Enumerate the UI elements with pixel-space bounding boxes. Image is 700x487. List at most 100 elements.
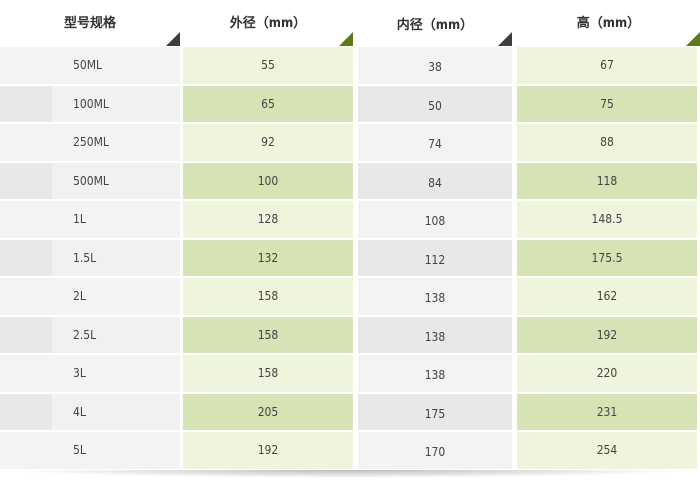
cell-outer-diameter: 192 <box>183 432 353 469</box>
header-label: 高（mm） <box>576 16 641 31</box>
cell-outer-diameter: 55 <box>183 47 353 84</box>
table-row: 250ML 92 74 88 <box>0 124 700 163</box>
cell-height: 162 <box>517 278 697 315</box>
cell-text: 3L <box>73 366 86 380</box>
cell-text: 55 <box>261 58 275 72</box>
header-label: 内径（mm） <box>396 18 474 33</box>
cell-text: 112 <box>424 252 446 267</box>
cell-text: 38 <box>428 60 442 74</box>
cell-inner-diameter: 74 <box>358 124 512 161</box>
cell-text: 67 <box>600 58 614 72</box>
cell-model: 4L <box>0 393 180 430</box>
cell-outer-diameter: 128 <box>183 201 353 238</box>
cell-text: 205 <box>257 404 279 419</box>
cell-outer-diameter: 205 <box>183 393 353 430</box>
cell-model: 2L <box>0 278 180 315</box>
cell-height: 75 <box>517 85 697 122</box>
table-row: 1L 128 108 148.5 <box>0 201 700 240</box>
cell-text: 132 <box>257 250 279 265</box>
cell-text: 108 <box>424 214 446 228</box>
table-row: 2.5L 158 138 192 <box>0 316 700 356</box>
table-row: 50ML 55 38 67 <box>0 47 700 86</box>
cell-text: 138 <box>424 368 446 382</box>
table-row: 5L 192 170 254 <box>0 432 700 471</box>
cell-text: 128 <box>257 212 279 226</box>
cell-text: 175 <box>424 406 446 421</box>
cell-text: 162 <box>596 289 618 303</box>
cell-text: 50ML <box>73 58 103 72</box>
corner-triangle-icon <box>339 32 353 46</box>
cell-text: 138 <box>424 291 446 305</box>
cell-model: 5L <box>0 432 180 469</box>
header-label: 型号规格 <box>63 16 116 31</box>
cell-text: 192 <box>257 443 279 457</box>
cell-height: 88 <box>517 124 697 161</box>
cell-inner-diameter: 138 <box>358 278 512 315</box>
cell-text: 65 <box>261 96 275 111</box>
corner-triangle-icon <box>686 32 700 46</box>
table-row: 500ML 100 84 118 <box>0 162 700 202</box>
cell-model: 1L <box>0 201 180 238</box>
cell-text: 92 <box>261 135 275 149</box>
cell-text: 118 <box>596 173 618 188</box>
corner-triangle-icon <box>166 32 180 46</box>
header-height: 高（mm） <box>517 0 700 46</box>
cell-outer-diameter: 158 <box>183 316 353 353</box>
cell-inner-diameter: 170 <box>358 432 512 469</box>
cell-text: 4L <box>73 404 86 419</box>
cell-inner-diameter: 175 <box>358 393 512 430</box>
cell-height: 220 <box>517 355 697 392</box>
cell-text: 84 <box>428 175 442 190</box>
cell-height: 254 <box>517 432 697 469</box>
cell-model: 1.5L <box>0 239 180 276</box>
cell-text: 100 <box>257 173 279 188</box>
cell-text: 74 <box>428 137 442 151</box>
cell-inner-diameter: 138 <box>358 355 512 392</box>
cell-text: 88 <box>600 135 614 149</box>
cell-text: 148.5 <box>591 212 623 226</box>
header-model: 型号规格 <box>0 0 180 46</box>
cell-text: 220 <box>596 366 618 380</box>
table-row: 3L 158 138 220 <box>0 355 700 394</box>
cell-model: 2.5L <box>0 316 180 353</box>
cell-model: 500ML <box>0 162 180 199</box>
cell-inner-diameter: 138 <box>358 316 512 353</box>
cell-inner-diameter: 84 <box>358 162 512 199</box>
cell-inner-diameter: 108 <box>358 201 512 238</box>
cell-text: 192 <box>596 327 618 342</box>
header-label: 外径（mm） <box>229 16 307 31</box>
cell-outer-diameter: 158 <box>183 278 353 315</box>
cell-text: 5L <box>73 443 86 457</box>
cell-text: 158 <box>257 366 279 380</box>
cell-text: 1.5L <box>73 250 97 265</box>
cell-inner-diameter: 50 <box>358 85 512 122</box>
cell-text: 1L <box>73 212 86 226</box>
cell-height: 118 <box>517 162 697 199</box>
table-row: 4L 205 175 231 <box>0 393 700 433</box>
cell-inner-diameter: 112 <box>358 239 512 276</box>
cell-text: 170 <box>424 445 446 459</box>
cell-text: 50 <box>428 98 442 113</box>
table-row: 100ML 65 50 75 <box>0 85 700 125</box>
cell-model: 250ML <box>0 124 180 161</box>
header-outer-diameter: 外径（mm） <box>183 0 353 46</box>
cell-text: 158 <box>257 327 279 342</box>
cell-model: 50ML <box>0 47 180 84</box>
table-shadow <box>10 470 690 478</box>
cell-text: 254 <box>596 443 618 457</box>
cell-height: 67 <box>517 47 697 84</box>
table-row: 2L 158 138 162 <box>0 278 700 317</box>
cell-outer-diameter: 158 <box>183 355 353 392</box>
cell-text: 75 <box>600 96 614 111</box>
cell-text: 250ML <box>73 135 109 149</box>
header-inner-diameter: 内径（mm） <box>358 0 512 46</box>
cell-text: 175.5 <box>591 250 623 265</box>
cell-height: 231 <box>517 393 697 430</box>
cell-text: 138 <box>424 329 446 344</box>
cell-text: 500ML <box>73 173 109 188</box>
cell-height: 175.5 <box>517 239 697 276</box>
cell-outer-diameter: 65 <box>183 85 353 122</box>
cell-height: 192 <box>517 316 697 353</box>
cell-text: 158 <box>257 289 279 303</box>
corner-triangle-icon <box>498 32 512 46</box>
